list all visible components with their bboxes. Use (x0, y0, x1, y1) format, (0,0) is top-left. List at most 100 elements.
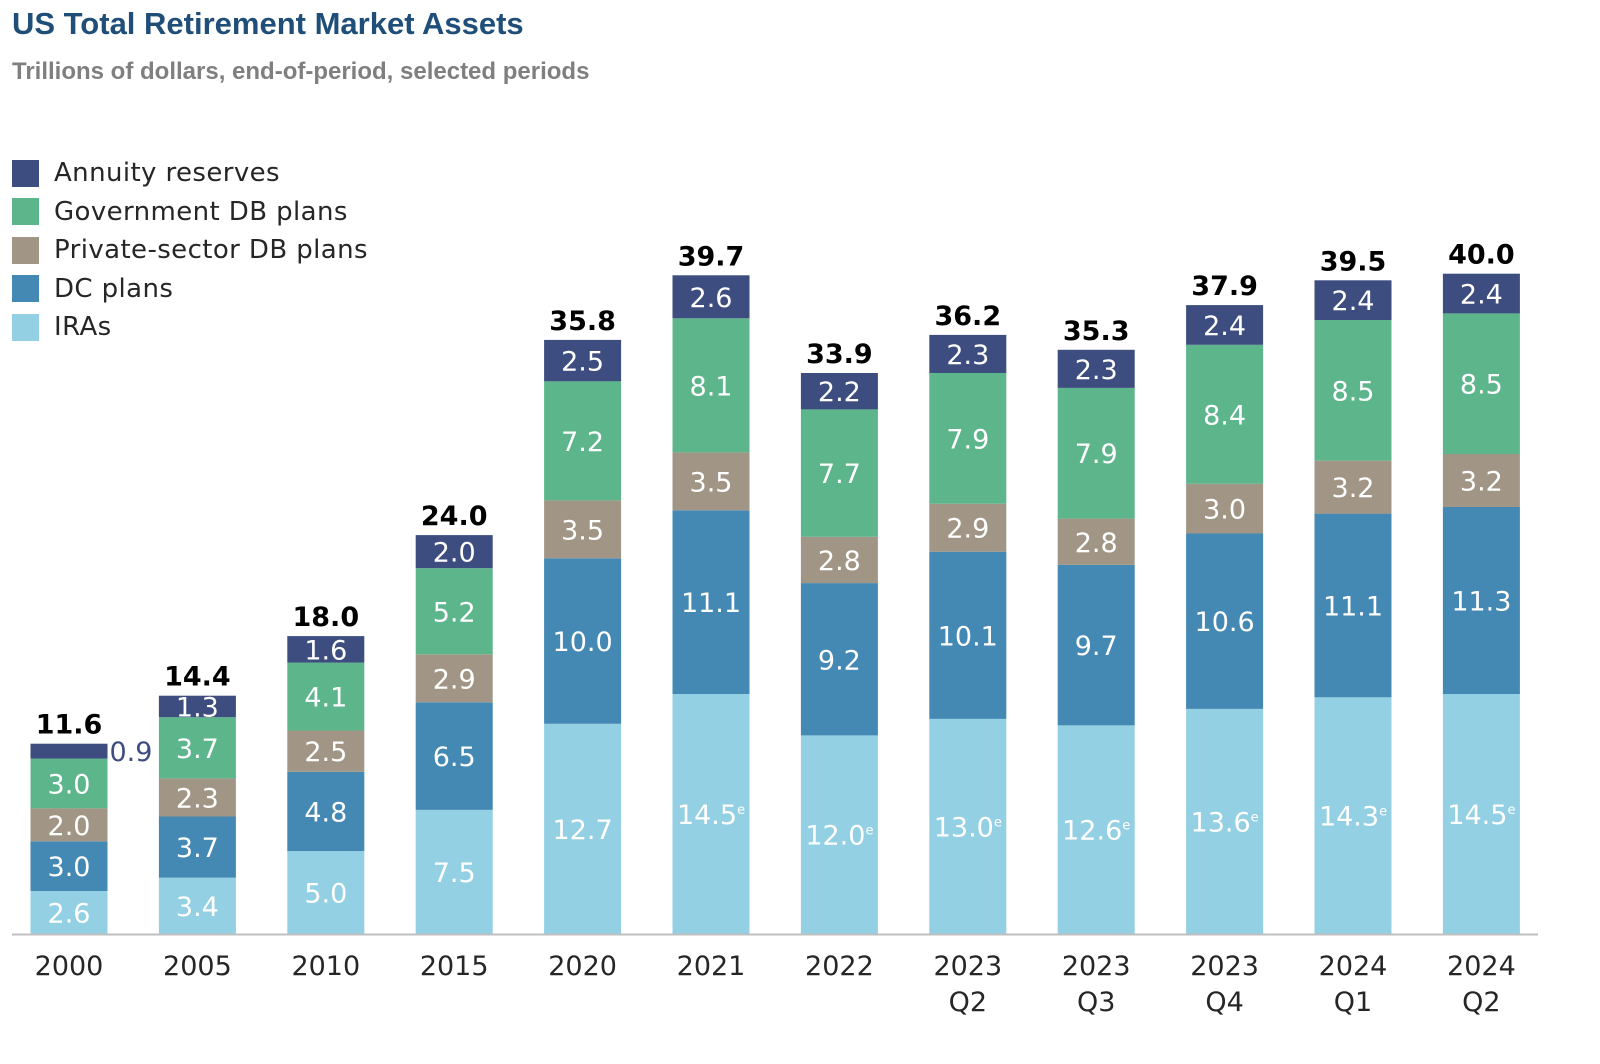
bar-segment-iras (1057, 725, 1135, 934)
x-tick-label: 2005 (163, 951, 232, 982)
legend-item-private-sector-db-plans: Private-sector DB plans (12, 231, 368, 270)
estimate-marker: e (1251, 811, 1259, 826)
segment-value-label: 2.4 (1460, 280, 1503, 311)
segment-value-label: 11.1 (1323, 592, 1383, 623)
bar-segment-private-sector-db-plans (672, 452, 750, 511)
bar-segment-annuity-reserves (800, 373, 878, 410)
segment-value-label: 7.5 (433, 858, 476, 889)
x-tick-label: 2021 (677, 951, 746, 982)
segment-value-label: 3.0 (1203, 495, 1246, 526)
legend-item-government-db-plans: Government DB plans (12, 193, 368, 232)
x-tick-label: 2023 (1062, 951, 1131, 982)
bar-segment-government-db-plans (1186, 344, 1264, 484)
legend-swatch (12, 275, 39, 303)
bar-segment-private-sector-db-plans (1186, 483, 1264, 534)
segment-value-label: 10.6 (1195, 607, 1255, 638)
segment-value-label: 14.3e (1319, 802, 1387, 833)
bar-segment-annuity-reserves (1314, 280, 1392, 320)
x-tick-label: 2000 (35, 951, 104, 982)
segment-value-label: 2.3 (176, 784, 219, 815)
segment-value-label: 11.1 (681, 588, 741, 619)
bar-segment-private-sector-db-plans (30, 808, 108, 842)
bar-segment-iras (1442, 694, 1520, 934)
segment-value-label: 3.0 (48, 852, 91, 883)
segment-value-label: 3.4 (176, 892, 219, 923)
bar-total-label: 24.0 (421, 501, 488, 532)
segment-value-label: 10.1 (938, 621, 998, 652)
segment-value-label: 3.7 (176, 734, 219, 765)
bar-total-label: 18.0 (292, 602, 359, 633)
bar-segment-private-sector-db-plans (800, 536, 878, 584)
x-tick-label: 2020 (548, 951, 617, 982)
bar-segment-private-sector-db-plans (1314, 460, 1392, 514)
segment-value-label: 3.2 (1332, 473, 1375, 504)
x-tick-label: Q2 (949, 987, 987, 1018)
bar-segment-iras (287, 851, 365, 935)
bar-total-label: 37.9 (1191, 271, 1258, 302)
bar-segment-dc-plans (1442, 507, 1520, 694)
bar-segment-iras (544, 723, 622, 934)
estimate-marker: e (994, 815, 1002, 830)
segment-value-label: 10.0 (553, 627, 613, 658)
segment-value-label: 2.0 (48, 811, 91, 842)
x-tick-label: 2023 (933, 951, 1002, 982)
segment-value-label: 13.0e (934, 812, 1002, 843)
segment-value-label: 2.5 (561, 347, 604, 378)
bar-segment-annuity-reserves (929, 334, 1007, 373)
legend-item-iras: IRAs (12, 308, 368, 347)
bar-segment-annuity-reserves (158, 695, 236, 718)
segment-value-label: 4.1 (304, 683, 347, 714)
bar-segment-government-db-plans (1314, 320, 1392, 461)
bar-segment-dc-plans (415, 702, 493, 810)
bar-segment-government-db-plans (672, 318, 750, 453)
segment-value-label: 7.9 (946, 424, 989, 455)
segment-value-label: 7.7 (818, 459, 861, 490)
bar-segment-dc-plans (30, 841, 108, 891)
bar-segment-private-sector-db-plans (158, 778, 236, 817)
bar-segment-government-db-plans (287, 662, 365, 731)
bar-segment-iras (30, 891, 108, 934)
bar-segment-dc-plans (672, 510, 750, 694)
segment-value-label: 9.2 (818, 645, 861, 676)
bar-segment-private-sector-db-plans (1442, 454, 1520, 507)
legend-label: IRAs (54, 312, 112, 343)
bar-segment-iras (158, 877, 236, 934)
segment-value-label: 2.9 (946, 514, 989, 545)
bar-segment-annuity-reserves (544, 339, 622, 382)
bar-segment-private-sector-db-plans (287, 730, 365, 772)
bar-segment-government-db-plans (929, 373, 1007, 504)
segment-value-label: 3.5 (690, 467, 733, 498)
bar-segment-iras (672, 694, 750, 934)
bar-segment-annuity-reserves (1442, 273, 1520, 314)
segment-value-label: 12.7 (553, 815, 613, 846)
bar-total-label: 36.2 (934, 301, 1001, 332)
segment-value-label: 6.5 (433, 742, 476, 773)
bar-segment-iras (415, 809, 493, 934)
x-tick-label: Q4 (1205, 987, 1243, 1018)
segment-value-label: 1.3 (176, 692, 219, 723)
bar-segment-dc-plans (1057, 564, 1135, 726)
chart-title: US Total Retirement Market Assets (12, 6, 524, 41)
segment-value-label: 2.3 (946, 340, 989, 371)
segment-value-label: 0.9 (110, 737, 153, 768)
bar-total-label: 40.0 (1448, 240, 1515, 271)
legend-swatch (12, 313, 39, 341)
segment-value-label: 2.3 (1075, 355, 1118, 386)
legend-swatch (12, 159, 39, 187)
segment-value-label: 8.5 (1460, 370, 1503, 401)
estimate-marker: e (1379, 805, 1387, 820)
bar-total-label: 11.6 (36, 710, 103, 741)
bar-total-label: 35.3 (1063, 316, 1130, 347)
x-tick-label: 2024 (1447, 951, 1516, 982)
bar-segment-annuity-reserves (30, 743, 108, 759)
segment-value-label: 2.5 (304, 737, 347, 768)
segment-value-label: 2.0 (433, 538, 476, 569)
bar-total-label: 39.5 (1320, 246, 1387, 277)
segment-value-label: 3.2 (1460, 467, 1503, 498)
legend-item-dc-plans: DC plans (12, 270, 368, 309)
legend-swatch (12, 198, 39, 226)
x-tick-label: 2015 (420, 951, 489, 982)
x-tick-label: 2024 (1319, 951, 1388, 982)
segment-value-label: 2.9 (433, 664, 476, 695)
